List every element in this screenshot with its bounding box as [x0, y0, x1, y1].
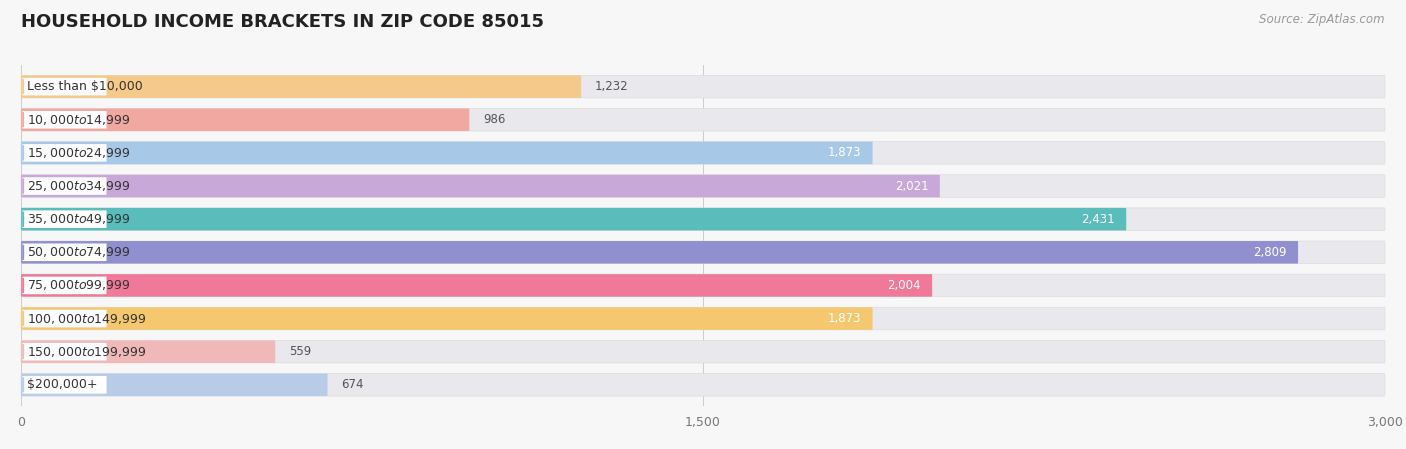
FancyBboxPatch shape — [22, 144, 107, 162]
FancyBboxPatch shape — [22, 78, 107, 96]
FancyBboxPatch shape — [22, 376, 107, 394]
FancyBboxPatch shape — [21, 374, 328, 396]
Text: $75,000 to $99,999: $75,000 to $99,999 — [28, 278, 131, 292]
FancyBboxPatch shape — [22, 111, 107, 128]
FancyBboxPatch shape — [21, 340, 276, 363]
FancyBboxPatch shape — [21, 208, 1126, 230]
FancyBboxPatch shape — [21, 109, 470, 131]
FancyBboxPatch shape — [21, 141, 873, 164]
FancyBboxPatch shape — [22, 177, 107, 195]
Text: HOUSEHOLD INCOME BRACKETS IN ZIP CODE 85015: HOUSEHOLD INCOME BRACKETS IN ZIP CODE 85… — [21, 13, 544, 31]
Text: 1,873: 1,873 — [828, 312, 862, 325]
Text: Less than $10,000: Less than $10,000 — [28, 80, 143, 93]
FancyBboxPatch shape — [21, 307, 873, 330]
FancyBboxPatch shape — [21, 109, 1385, 131]
Text: 986: 986 — [484, 113, 505, 126]
Text: 1,873: 1,873 — [828, 146, 862, 159]
Text: 2,809: 2,809 — [1253, 246, 1286, 259]
Text: 2,004: 2,004 — [887, 279, 921, 292]
Text: 1,232: 1,232 — [595, 80, 628, 93]
FancyBboxPatch shape — [21, 307, 1385, 330]
Text: 674: 674 — [342, 379, 364, 392]
FancyBboxPatch shape — [21, 274, 932, 297]
FancyBboxPatch shape — [21, 75, 1385, 98]
FancyBboxPatch shape — [21, 175, 939, 197]
FancyBboxPatch shape — [21, 175, 1385, 197]
Text: $200,000+: $200,000+ — [28, 379, 98, 392]
FancyBboxPatch shape — [21, 141, 1385, 164]
Text: $100,000 to $149,999: $100,000 to $149,999 — [28, 312, 146, 326]
Text: $15,000 to $24,999: $15,000 to $24,999 — [28, 146, 131, 160]
Text: Source: ZipAtlas.com: Source: ZipAtlas.com — [1260, 13, 1385, 26]
Text: $10,000 to $14,999: $10,000 to $14,999 — [28, 113, 131, 127]
Text: 2,431: 2,431 — [1081, 213, 1115, 226]
FancyBboxPatch shape — [22, 277, 107, 294]
FancyBboxPatch shape — [21, 208, 1385, 230]
FancyBboxPatch shape — [21, 340, 1385, 363]
Text: $150,000 to $199,999: $150,000 to $199,999 — [28, 345, 146, 359]
FancyBboxPatch shape — [22, 243, 107, 261]
FancyBboxPatch shape — [21, 241, 1298, 264]
FancyBboxPatch shape — [22, 343, 107, 361]
FancyBboxPatch shape — [22, 310, 107, 327]
FancyBboxPatch shape — [21, 374, 1385, 396]
Text: $35,000 to $49,999: $35,000 to $49,999 — [28, 212, 131, 226]
Text: 2,021: 2,021 — [894, 180, 928, 193]
FancyBboxPatch shape — [22, 211, 107, 228]
FancyBboxPatch shape — [21, 274, 1385, 297]
FancyBboxPatch shape — [21, 75, 581, 98]
Text: $50,000 to $74,999: $50,000 to $74,999 — [28, 245, 131, 259]
FancyBboxPatch shape — [21, 241, 1385, 264]
Text: 559: 559 — [288, 345, 311, 358]
Text: $25,000 to $34,999: $25,000 to $34,999 — [28, 179, 131, 193]
